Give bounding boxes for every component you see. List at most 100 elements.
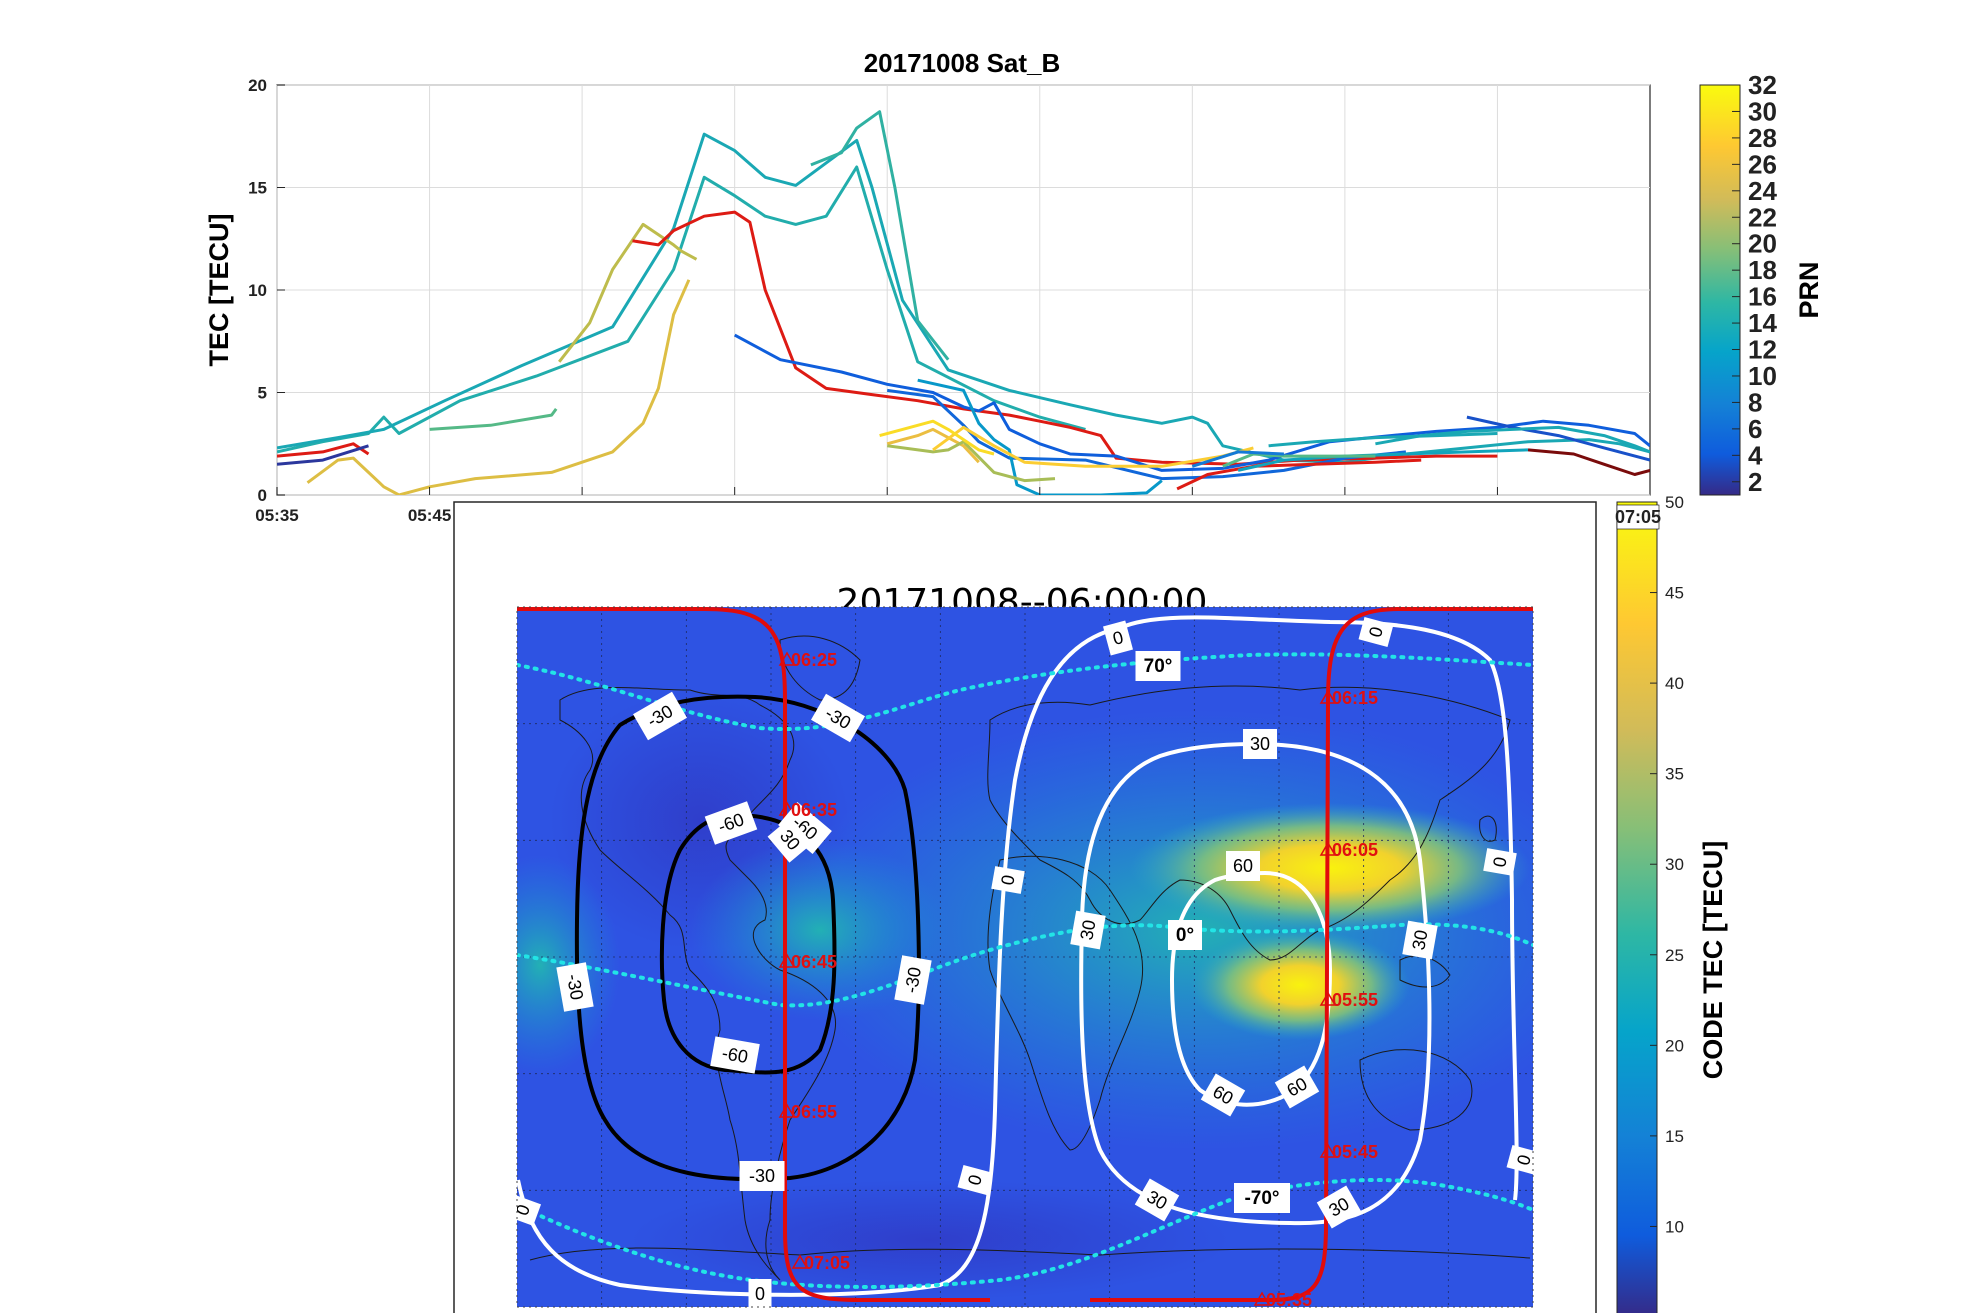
maglat-label-bg [1135,651,1181,681]
contour-label-positive: 0 [517,1194,542,1226]
top-x-tick-label: 05:45 [408,506,451,525]
contour-label-positive-text: 30 [1408,928,1431,951]
track-marker [778,651,796,666]
prn-colorbar-tick-label: 22 [1748,202,1777,232]
track-marker [1253,1291,1271,1306]
tec-series-prn-17 [810,110,950,361]
prn-colorbar-tick-label: 30 [1748,96,1777,126]
top-y-axis-label: TEC [TECU] [204,214,234,367]
contour-label-positive-bg [957,1165,993,1195]
tec-series-prn-31 [1176,458,1422,491]
tec-series-prn-2 [277,444,369,466]
tec-colorbar-tick-label: 40 [1665,674,1684,693]
contour-label-positive: 30 [1134,1178,1180,1222]
contour-label-positive: 0 [1483,848,1517,876]
contour-label-negative-bg [704,801,758,845]
tec-colorbar-ticks: 10 15 20 25 30 35 40 45 50 [1650,493,1684,1236]
prn-colorbar-tick-label: 6 [1748,414,1762,444]
tec-colorbar-bar [1616,501,1658,1313]
contour-label-negative: 30 [767,817,813,863]
track-marker [1319,841,1337,856]
tec-series-prn-4 [1466,415,1650,462]
tec-colorbar-tick-label: 25 [1665,946,1684,965]
contour-label-positive-bg [1243,729,1277,759]
track-marker [791,1254,809,1269]
tec-colorbar-tick-label: 35 [1665,765,1684,784]
prn-colorbar-tick-label: 10 [1748,361,1777,391]
contour-label-negative: -30 [556,962,594,1012]
map-crest-south [1190,930,1410,1040]
tec-colorbar-tick-label: 50 [1665,493,1684,512]
prn-colorbar-tick-label: 32 [1748,70,1777,100]
contour-label-positive: 30 [1070,910,1106,950]
prn-colorbar-tick-label: 18 [1748,255,1777,285]
contour-label-positive-bg [1134,1178,1180,1222]
contour-zero-left [1119,615,1519,1201]
top-x-tick-label: 05:35 [255,506,298,525]
colorbar-time-badge-bg [1616,504,1660,530]
tec-series-prn-8 [1191,450,1284,468]
contour-label-negative-bg [739,1161,785,1191]
contour-label-positive-bg [1402,920,1438,960]
tec-colorbar-tick-label: 45 [1665,584,1684,603]
tec-series-prn-30 [879,419,995,456]
contour-label-negative-bg [778,802,832,854]
contour-label-negative-text: -30 [901,965,925,994]
contour-label-positive-text: 0 [964,1173,986,1188]
contour-label-negative-text: -60 [720,1043,749,1067]
track-marker [1319,689,1337,704]
contour-label-negative-text: -30 [749,1166,775,1186]
contour-label-positive-bg [1070,910,1106,950]
tec-colorbar-tick-label: 20 [1665,1036,1684,1055]
prn-colorbar-tick-label: 16 [1748,282,1777,312]
track-marker [1319,991,1337,1006]
maglat-label-bg [1234,1183,1290,1213]
contour-label-negative: -30 [894,955,932,1005]
contour-label-negative-bg [556,962,594,1012]
tec-series-prn-15 [1268,432,1498,448]
tec-series-prn-23 [887,440,1056,483]
contour-label-positive: 60 [1274,1065,1320,1109]
contour-label-positive-bg [1358,617,1394,647]
maglat-label-text: 0° [1176,925,1194,946]
prn-colorbar-label: PRN [1794,261,1824,318]
top-y-tick-label: 5 [258,384,267,403]
top-series [277,110,1650,495]
tec-series-prn-24 [558,222,698,363]
contour-label-negative: -60 [710,1036,760,1074]
contour-label-positive: 30 [1402,920,1438,960]
contour-label-positive: 30 [1243,729,1277,759]
maglat-label-text: 70° [1144,656,1173,677]
tec-colorbar-label: CODE TEC [TECU] [1698,841,1728,1080]
contour-label-negative-text: -30 [563,972,587,1001]
prn-colorbar-tick-label: 4 [1748,440,1763,470]
satellite-tracks [517,607,1533,1302]
track-marker [1319,1143,1337,1158]
contour-label-positive-bg [517,1194,542,1226]
contour-label-positive: 60 [1200,1073,1246,1117]
maglat-label-text: -70° [1244,1188,1279,1209]
track-east [1090,607,1533,1302]
tec-series-prn-19 [429,408,558,431]
map-crest-north [1130,803,1530,933]
prn-colorbar-bar [1699,84,1741,496]
contour-label-positive-text: 0 [1489,855,1510,868]
contour-label-positive-bg [1200,1073,1246,1117]
contour-label-positive: 30 [1316,1185,1362,1229]
map-low-tec-region-south [630,1180,1230,1300]
track-time-label: 06:45 [791,952,837,972]
top-y-ticks: 0 5 10 15 20 [248,76,285,505]
track-time-label: 06:05 [1332,840,1378,860]
tec-colorbar-tick-label: 10 [1665,1217,1684,1236]
contour-label-negative-bg [894,955,932,1005]
track-west [517,607,990,1302]
top-y-tick-label: 0 [258,486,267,505]
contour-label-positive-bg [1103,620,1133,656]
contour-label-negative: -30 [633,691,687,741]
prn-colorbar-tick-label: 8 [1748,387,1762,417]
contour-label-positive-text: 30 [1250,734,1270,754]
track-time-label: 06:35 [791,800,837,820]
tec-series-prn-26 [306,279,691,495]
